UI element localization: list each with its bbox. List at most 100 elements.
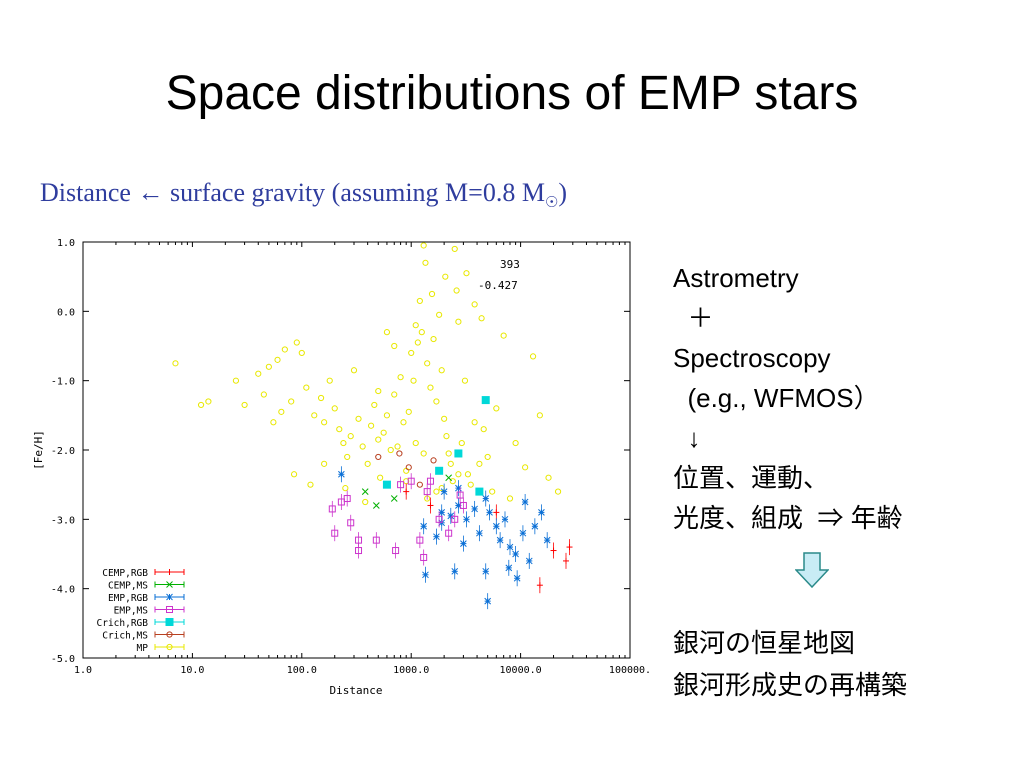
legend-label: EMP,MS (114, 606, 149, 617)
legend-marker (166, 606, 173, 613)
data-point (362, 498, 369, 506)
data-point (433, 488, 440, 495)
data-point (331, 529, 339, 537)
down-arrow-icon (795, 552, 829, 588)
data-point (471, 419, 478, 426)
data-point (492, 522, 500, 530)
data-point (521, 498, 529, 506)
data-point (445, 474, 453, 482)
data-point (440, 488, 448, 495)
data-point (232, 377, 240, 384)
data-point (456, 491, 464, 499)
plot-frame (82, 241, 631, 659)
data-point (438, 367, 445, 374)
data-point (443, 433, 450, 440)
side-text-line: ＋ (673, 303, 714, 333)
data-point (476, 529, 483, 537)
data-point (449, 478, 456, 485)
data-point (418, 329, 425, 336)
data-point (458, 439, 465, 447)
data-point (459, 501, 467, 509)
data-point (496, 536, 504, 544)
y-axis-label: [Fe/H] (32, 430, 45, 470)
data-point (423, 488, 431, 496)
legend-label: CEMP,MS (108, 581, 148, 592)
data-point (486, 509, 493, 516)
data-point (326, 377, 333, 384)
x-tick-label: 1000.0 (393, 665, 429, 676)
data-point (260, 391, 267, 398)
legend-marker (166, 569, 173, 575)
data-point (293, 339, 300, 346)
x-tick-label: 10000.0 (500, 665, 542, 676)
annotation-1: 393 (500, 258, 520, 271)
data-point (482, 495, 490, 502)
data-point (408, 349, 415, 357)
data-point (336, 426, 343, 433)
data-point (241, 401, 248, 409)
data-point (460, 540, 467, 547)
data-point (566, 544, 573, 551)
side-text-2: 銀河の恒星地図 銀河形成史の再構築 (673, 622, 907, 706)
data-point (513, 574, 521, 582)
data-point (355, 547, 363, 555)
legend-label: CEMP,RGB (102, 568, 148, 579)
data-point (489, 488, 496, 495)
data-point (390, 495, 398, 502)
data-point (562, 557, 569, 564)
data-point (298, 349, 305, 357)
data-point (311, 412, 318, 419)
data-point (467, 481, 474, 488)
data-point (347, 519, 355, 527)
data-point (438, 509, 446, 516)
data-point (382, 480, 391, 489)
legend-marker (165, 618, 174, 626)
data-point (519, 529, 527, 537)
data-point (359, 443, 366, 450)
side-text-line: Astrometry (673, 263, 799, 293)
data-point (340, 439, 347, 447)
data-point (347, 433, 354, 440)
data-point (342, 485, 349, 492)
data-point (387, 446, 394, 454)
data-point (416, 297, 423, 305)
data-point (463, 515, 470, 523)
legend-label: EMP,RGB (108, 593, 148, 604)
data-point (375, 436, 382, 443)
legend-marker (166, 643, 173, 651)
data-point (461, 377, 469, 384)
data-point (172, 360, 179, 367)
legend-marker (166, 581, 173, 588)
data-point (278, 408, 285, 415)
data-point (536, 412, 543, 419)
data-point (436, 311, 443, 318)
data-point (493, 405, 500, 412)
data-point (355, 415, 362, 422)
data-point (422, 571, 429, 579)
data-point (478, 315, 485, 322)
data-point (331, 405, 338, 412)
legend-marker (166, 593, 173, 601)
data-point (416, 481, 423, 488)
side-text: Astrometry ＋ Spectroscopy (e.g., WFMOS） ↓… (673, 258, 903, 538)
data-point (501, 515, 509, 523)
side-text-line: Spectroscopy (673, 343, 831, 373)
data-point (403, 488, 410, 495)
data-point (480, 426, 487, 433)
data-point (394, 443, 401, 450)
data-point (364, 460, 371, 467)
data-point (427, 384, 434, 391)
subtitle-sub: ☉ (544, 195, 559, 212)
side-text-line: ↓ (673, 423, 701, 453)
data-point (377, 474, 384, 481)
data-point (372, 536, 380, 544)
data-point (525, 557, 533, 565)
legend-marker (166, 631, 173, 638)
legend-label: Crich,MS (102, 631, 148, 642)
data-point (536, 582, 543, 589)
data-point (361, 488, 369, 495)
data-point (338, 470, 345, 478)
y-tick-label: 0.0 (57, 307, 75, 318)
data-point (471, 505, 478, 513)
data-point (397, 481, 405, 489)
